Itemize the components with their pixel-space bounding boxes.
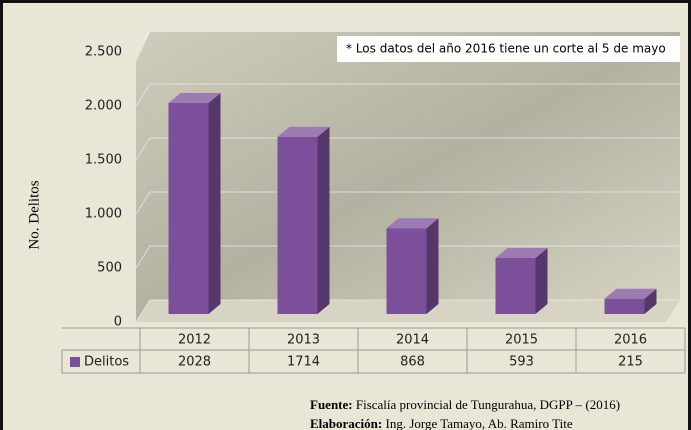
credit-label: Elaboración:: [310, 416, 382, 430]
bar: [604, 288, 657, 314]
bar-top: [495, 247, 548, 258]
footer-source: Fuente: Fiscalía provincial de Tungurahu…: [310, 397, 620, 412]
y-axis-label: No. Delitos: [26, 180, 42, 249]
y-tick-label: 2.500: [85, 45, 122, 60]
bar-side: [426, 218, 439, 314]
bar: [168, 92, 221, 314]
bar: [495, 247, 548, 314]
grid-line: [135, 245, 680, 269]
source-text: Fiscalía provincial de Tungurahua, DGPP …: [356, 397, 620, 412]
grid-line: [135, 83, 680, 107]
annotation: * Los datos del año 2016 tiene un corte …: [346, 42, 666, 56]
bar-side: [208, 92, 221, 314]
table-value: 593: [509, 355, 534, 370]
bar-side: [535, 247, 548, 314]
x-tick-label: 2015: [505, 333, 538, 348]
bar-front: [277, 136, 318, 314]
table-value: 215: [618, 355, 643, 370]
bar: [386, 218, 439, 314]
credit-text: Ing. Jorge Tamayo, Ab. Ramiro Tite: [385, 416, 572, 430]
table-value: 2028: [178, 355, 211, 370]
grid-line: [135, 29, 680, 53]
bar-top: [386, 218, 439, 229]
bar-top: [277, 126, 330, 137]
legend-swatch: [70, 357, 80, 367]
y-tick-label: 500: [97, 261, 122, 276]
x-tick-label: 2016: [614, 333, 647, 348]
bar-front: [168, 102, 209, 314]
source-label: Fuente:: [310, 397, 353, 412]
legend-label: Delitos: [84, 355, 129, 370]
bar-top: [168, 92, 221, 103]
table-value: 868: [400, 355, 425, 370]
y-tick-label: 1.000: [85, 207, 122, 222]
y-tick-label: 2.000: [85, 99, 122, 114]
annotation-box: [337, 36, 680, 62]
bar-front: [495, 257, 536, 314]
table-value: 1714: [287, 355, 320, 370]
x-tick-label: 2013: [287, 333, 320, 348]
bar-front: [386, 228, 427, 314]
grid-line: [135, 137, 680, 161]
grid-line: [135, 191, 680, 215]
bar-top: [604, 288, 657, 299]
bar-front: [604, 298, 645, 314]
y-tick-label: 0: [114, 315, 122, 330]
data-table: [61, 327, 685, 374]
footer-credit: Elaboración: Ing. Jorge Tamayo, Ab. Rami…: [310, 416, 573, 430]
x-tick-label: 2014: [396, 333, 429, 348]
y-tick-label: 1.500: [85, 153, 122, 168]
bar-side: [317, 126, 330, 314]
x-tick-label: 2012: [178, 333, 211, 348]
bar: [277, 126, 330, 314]
bar-side: [644, 288, 657, 314]
